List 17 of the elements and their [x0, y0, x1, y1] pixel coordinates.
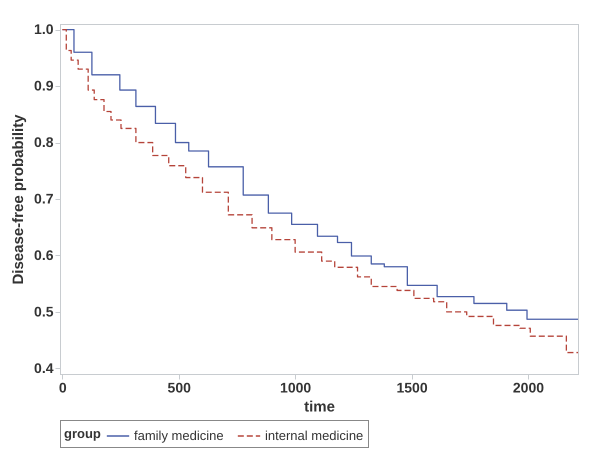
y-tick-label: 0.8	[34, 134, 54, 150]
y-tick-label: 0.6	[34, 246, 54, 263]
legend-label: family medicine	[134, 428, 224, 443]
y-tick-label: 1.0	[34, 21, 54, 38]
y-tick-label: 0.4	[34, 360, 54, 376]
x-tick-label: 0	[58, 380, 67, 396]
x-axis-title: time	[304, 398, 335, 416]
legend-label: internal medicine	[265, 428, 364, 443]
legend-title: group	[64, 426, 101, 441]
y-axis-title: Disease-free probability	[10, 114, 28, 285]
y-tick-label: 0.5	[34, 303, 54, 320]
y-tick-label: 0.7	[34, 190, 54, 206]
y-tick-label: 0.9	[34, 78, 54, 94]
x-tick-label: 2000	[512, 380, 544, 396]
x-tick-label: 1000	[280, 380, 312, 396]
x-tick-label: 500	[168, 380, 192, 396]
x-tick-label: 1500	[396, 380, 428, 396]
